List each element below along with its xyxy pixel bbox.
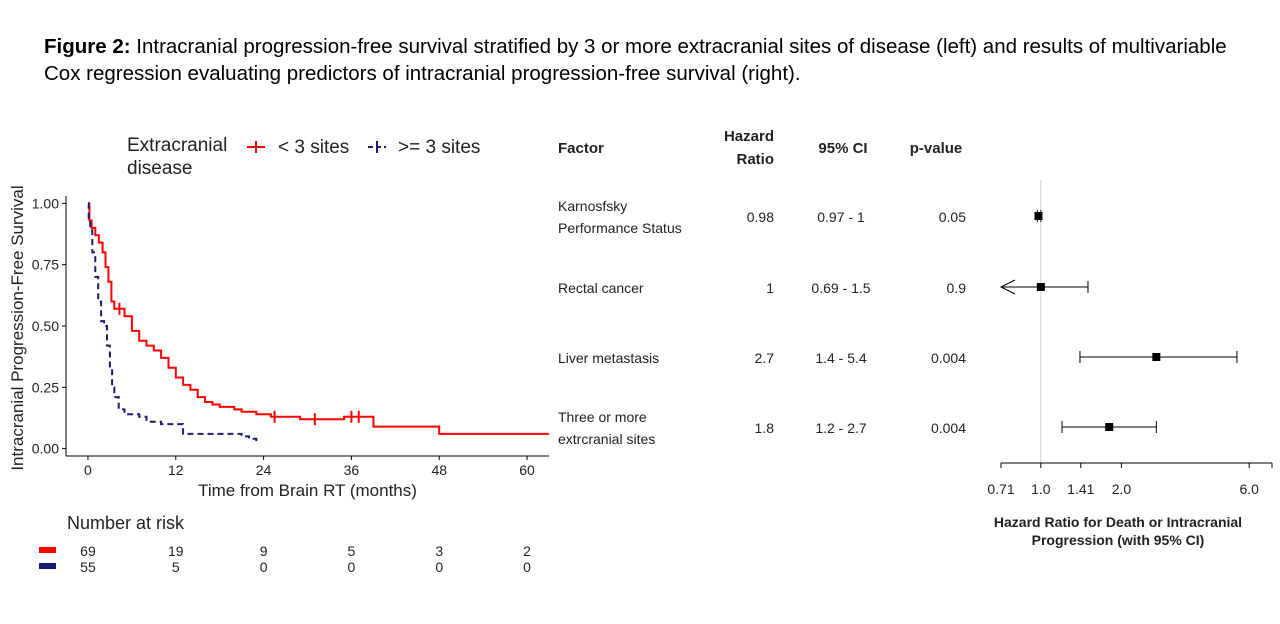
forest-hr-value: 1 [766,280,774,296]
risk-table-title: Number at risk [67,513,185,533]
km-x-tick-label: 48 [431,462,447,478]
risk-count: 69 [80,543,96,559]
forest-point-estimate [1152,353,1161,361]
forest-plot: Factor Hazard Ratio 95% CI p-value Karnosfsky… [558,128,1273,548]
km-legend-title-line1: Extracranial [127,135,227,156]
forest-factor-label: Rectal cancer [558,280,644,296]
km-y-tick-label: 0.50 [32,318,59,334]
forest-ci-value: 0.69 - 1.5 [811,280,870,296]
risk-count: 5 [348,543,356,559]
forest-header-ci: 95% CI [818,140,867,157]
km-y-tick-label: 0.00 [32,441,59,457]
forest-point-estimate [1105,423,1114,431]
km-x-tick-label: 36 [344,462,360,478]
risk-count: 9 [260,543,268,559]
km-y-tick-label: 0.75 [32,257,59,273]
forest-factor-label: Liver metastasis [558,350,659,366]
km-x-axis-title: Time from Brain RT (months) [198,481,417,500]
km-x-tick-label: 12 [168,462,184,478]
forest-p-value: 0.004 [931,350,966,366]
km-curve-lt3 [88,202,549,435]
forest-x-tick-label: 1.41 [1067,481,1094,497]
forest-x-tick-label: 0.71 [987,481,1014,497]
km-legend: Extracranial disease < 3 sites >= 3 site… [127,135,480,179]
km-x-tick-label: 24 [256,462,272,478]
forest-factor-label: extrcranial sites [558,431,655,447]
risk-count: 0 [435,559,443,575]
risk-count: 55 [80,559,96,575]
forest-header-hazard: Hazard [724,128,774,145]
risk-count: 0 [523,559,531,575]
forest-header-p: p-value [910,140,963,157]
forest-point-estimate [1036,283,1045,291]
km-legend-label-ge3: >= 3 sites [398,137,480,158]
forest-x-tick-label: 1.0 [1031,481,1051,497]
figure-caption: Figure 2: Intracranial progression-free … [44,33,1244,87]
forest-factor-label: Three or more [558,409,647,425]
forest-x-axis-title-line1: Hazard Ratio for Death or Intracranial [994,514,1242,530]
forest-p-value: 0.05 [939,209,966,225]
km-x-tick-label: 60 [519,462,535,478]
km-plot: 0.00 0.25 0.50 0.75 1.00 0 12 24 36 48 60 Time from… [8,185,549,500]
forest-hr-value: 2.7 [755,350,775,366]
forest-point-estimate [1034,212,1043,220]
km-curve-ge3 [87,202,258,442]
forest-ci-arrow-left [999,279,1016,295]
forest-x-tick-label: 2.0 [1112,481,1132,497]
risk-swatch-lt3 [39,547,56,553]
forest-hr-value: 0.98 [747,209,774,225]
forest-ci-value: 1.2 - 2.7 [815,420,867,436]
km-y-tick-label: 0.25 [32,379,59,395]
figure-label: Figure 2: [44,35,131,58]
km-legend-label-lt3: < 3 sites [278,137,349,158]
km-legend-title-line2: disease [127,158,193,179]
km-x-tick-label: 0 [84,462,92,478]
risk-count: 0 [260,559,268,575]
risk-count: 3 [435,543,443,559]
km-y-tick-label: 1.00 [32,195,59,211]
km-legend-key-lt3 [247,141,265,153]
risk-count: 2 [523,543,531,559]
risk-count: 0 [348,559,356,575]
figure-caption-text: Intracranial progression-free survival s… [44,35,1227,85]
forest-p-value: 0.9 [947,280,967,296]
forest-hr-value: 1.8 [755,420,775,436]
forest-header-factor: Factor [558,140,604,157]
forest-header-ratio: Ratio [737,151,775,168]
forest-x-tick-label: 6.0 [1239,481,1259,497]
forest-factor-label: Performance Status [558,220,682,236]
risk-swatch-ge3 [39,563,56,569]
forest-p-value: 0.004 [931,420,966,436]
forest-ci-value: 1.4 - 5.4 [815,350,867,366]
km-legend-key-ge3 [368,141,386,153]
risk-count: 19 [168,543,184,559]
forest-x-axis-title-line2: Progression (with 95% CI) [1032,532,1205,548]
forest-ci-value: 0.97 - 1 [817,209,865,225]
km-y-axis-title: Intracranial Progression-Free Survival [8,185,27,470]
risk-count: 5 [172,559,180,575]
forest-factor-label: Karnosfsky [558,198,627,214]
